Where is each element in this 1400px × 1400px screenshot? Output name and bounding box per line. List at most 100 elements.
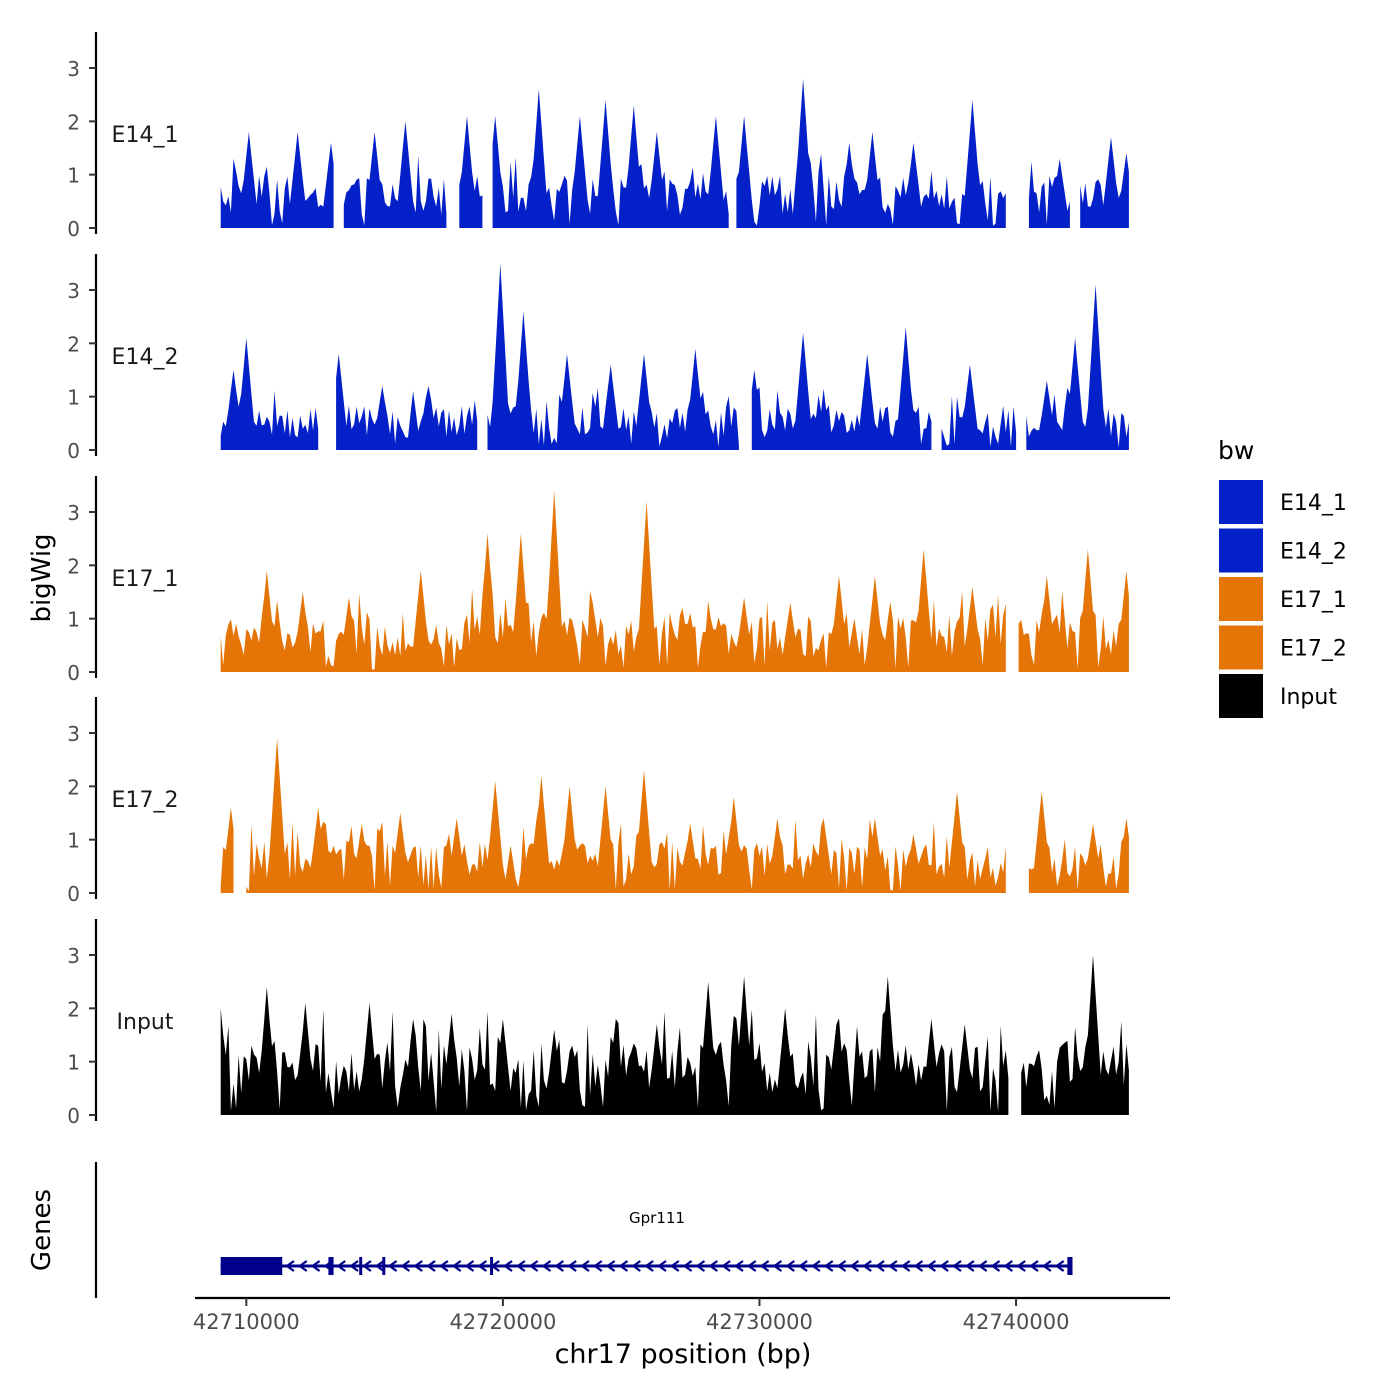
track-E14_2: 0 1 2 3 E14_2 [67, 254, 1129, 463]
signal-area-E17_2 [220, 807, 234, 893]
y-tick-label: 1 [67, 829, 80, 853]
signal-area-E14_1 [736, 78, 1006, 228]
signal-area-E17_2 [246, 738, 1006, 893]
track-label-E17_1: E17_1 [112, 567, 179, 592]
signal-area-Input [1021, 955, 1129, 1115]
signal-area-E14_2 [336, 354, 478, 450]
strand-arrow [669, 1260, 680, 1272]
track-E17_1: 0 1 2 3 E17_1 [67, 476, 1129, 685]
strand-arrow [644, 1260, 654, 1272]
x-axis: 42710000 42720000 42730000 42740000 [193, 1296, 1170, 1334]
strand-arrow [862, 1260, 872, 1272]
signal-area-E14_1 [220, 132, 334, 228]
x-tick-label: 42720000 [449, 1310, 556, 1334]
y-tick-label: 1 [67, 164, 80, 188]
gene-exon [359, 1257, 363, 1275]
strand-arrow [1029, 1260, 1039, 1272]
signal-area-E17_2 [1028, 791, 1129, 893]
signal-area-E14_2 [220, 338, 319, 450]
signal-area-E14_2 [941, 364, 1017, 450]
signal-area-E14_1 [459, 116, 483, 228]
strand-arrow [541, 1260, 552, 1272]
legend-key-E14_1 [1219, 480, 1263, 524]
y-tick-label: 2 [67, 332, 80, 356]
track-label-E14_2: E14_2 [112, 345, 179, 370]
gene-exon [490, 1257, 494, 1275]
gene-model [220, 1257, 1073, 1275]
legend-label-Input: Input [1280, 685, 1337, 710]
strand-arrow [554, 1260, 564, 1272]
strand-arrow [875, 1260, 885, 1272]
strand-arrow [785, 1260, 795, 1272]
y-tick-label: 3 [67, 722, 80, 746]
signal-area-E14_1 [1080, 137, 1129, 228]
strand-arrow [888, 1260, 898, 1272]
signal-area-E14_2 [487, 263, 739, 450]
strand-arrow [285, 1260, 295, 1272]
legend: bw E14_1 E14_2 E17_1 E17_2 Input [1218, 436, 1347, 718]
y-tick-label: 3 [67, 57, 80, 81]
strand-arrow [657, 1260, 667, 1272]
y-tick-label: 1 [67, 608, 80, 632]
y-tick-label: 0 [67, 882, 80, 906]
gene-exon [1067, 1257, 1073, 1275]
y-tick-label: 0 [67, 1104, 80, 1128]
strand-arrow [400, 1260, 411, 1272]
strand-arrow [464, 1260, 475, 1272]
genes-axis-title: Genes [27, 1189, 57, 1271]
legend-label-E14_2: E14_2 [1280, 540, 1347, 565]
legend-label-E17_2: E17_2 [1280, 637, 1347, 662]
genes-panel: Gpr111 [94, 1162, 1073, 1298]
y-tick-label: 2 [67, 775, 80, 799]
strand-arrow [798, 1260, 808, 1272]
strand-arrow [913, 1260, 924, 1272]
y-axis-title: bigWig [27, 533, 57, 622]
strand-arrow [1016, 1260, 1026, 1272]
strand-arrow [708, 1260, 718, 1272]
track-Input: 0 1 2 3 Input [67, 919, 1129, 1128]
signal-area-E17_1 [220, 490, 1006, 672]
y-tick-label: 0 [67, 439, 80, 463]
strand-arrow [849, 1260, 860, 1272]
strand-arrow [349, 1260, 359, 1272]
gene-exon [328, 1257, 334, 1275]
signal-area-E14_2 [751, 327, 932, 450]
signal-area-E14_1 [492, 89, 729, 228]
strand-arrow [567, 1260, 577, 1272]
strand-arrow [592, 1260, 603, 1272]
gene-exon [220, 1257, 283, 1275]
strand-arrow [1003, 1260, 1013, 1272]
strand-arrow [618, 1260, 629, 1272]
strand-arrow [990, 1260, 1001, 1272]
strand-arrow [310, 1260, 321, 1272]
strand-arrow [939, 1260, 949, 1272]
y-tick-label: 2 [67, 554, 80, 578]
x-tick-label: 42730000 [706, 1310, 813, 1334]
strand-arrow [823, 1260, 834, 1272]
strand-arrow [1054, 1260, 1065, 1272]
track-E14_1: 0 1 2 3 E14_1 [67, 32, 1129, 241]
track-label-E14_1: E14_1 [112, 123, 179, 148]
strand-arrow [836, 1260, 847, 1272]
strand-arrow [426, 1260, 436, 1272]
strand-arrow [336, 1260, 346, 1272]
strand-arrow [451, 1260, 462, 1272]
strand-arrow [721, 1260, 731, 1272]
signal-area-Input [220, 976, 1009, 1115]
strand-arrow [977, 1260, 988, 1272]
y-tick-label: 3 [67, 501, 80, 525]
y-tick-label: 1 [67, 386, 80, 410]
strand-arrow [964, 1260, 975, 1272]
strand-arrow [759, 1260, 770, 1272]
strand-arrow [926, 1260, 937, 1272]
track-label-Input: Input [117, 1010, 174, 1035]
strand-arrow [1041, 1260, 1052, 1272]
legend-key-E17_2 [1219, 625, 1263, 670]
strand-arrow [362, 1260, 372, 1272]
strand-arrow [413, 1260, 423, 1272]
signal-area-E14_1 [1028, 158, 1070, 228]
legend-key-E17_1 [1219, 577, 1263, 621]
signal-area-E14_2 [1026, 284, 1129, 450]
signal-area-E17_1 [1018, 549, 1129, 672]
